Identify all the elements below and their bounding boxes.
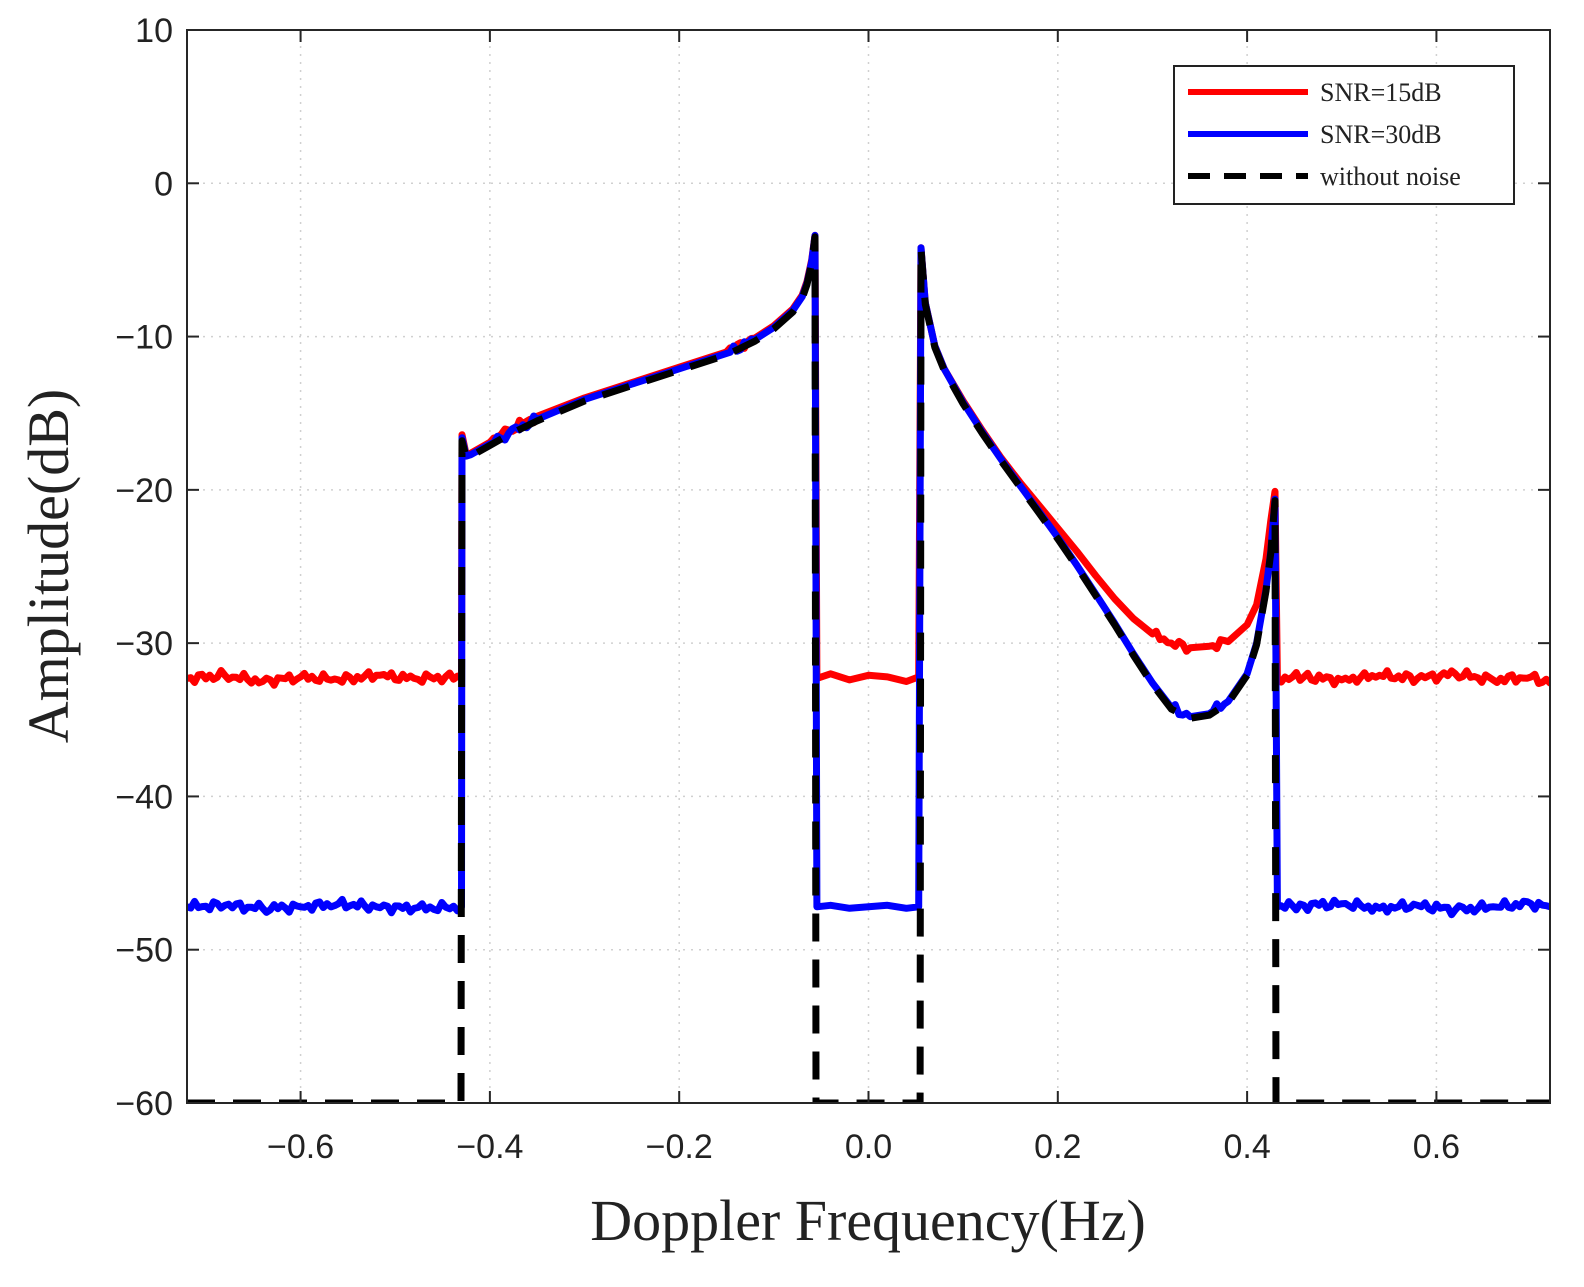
- legend-label-2: SNR=30dB: [1320, 120, 1442, 149]
- x-tick-label: 0.6: [1413, 1128, 1460, 1166]
- legend-label-1: SNR=15dB: [1320, 78, 1442, 107]
- x-tick-label: −0.2: [646, 1128, 713, 1166]
- legend-label-3: without noise: [1320, 162, 1461, 191]
- x-tick-label: 0.4: [1223, 1128, 1270, 1166]
- y-tick-label: −50: [115, 932, 173, 970]
- y-tick-label: 10: [135, 12, 173, 50]
- y-tick-label: −30: [115, 625, 173, 663]
- x-axis-title: Doppler Frequency(Hz): [590, 1188, 1146, 1253]
- y-tick-label: 0: [154, 165, 173, 203]
- x-tick-label: −0.6: [267, 1128, 334, 1166]
- series-line-1: [187, 231, 1550, 689]
- series-layer: [187, 231, 1550, 1103]
- x-tick-label: 0.2: [1034, 1128, 1081, 1166]
- y-tick-label: −10: [115, 319, 173, 357]
- legend: SNR=15dB SNR=30dB without noise: [1173, 65, 1515, 205]
- series-line-3: [187, 233, 1550, 1103]
- y-tick-label: −60: [115, 1085, 173, 1123]
- y-tick-label: −20: [115, 472, 173, 510]
- ticks: −0.6 −0.4 −0.2 0.0 0.2 0.4 0.6 10 0 −10 −20 −30 −40 −…: [115, 12, 1550, 1166]
- y-axis-title: Amplitude(dB): [16, 389, 81, 743]
- series-line-2: [187, 231, 1550, 919]
- x-tick-label: −0.4: [456, 1128, 523, 1166]
- y-tick-label: −40: [115, 778, 173, 816]
- x-tick-label: 0.0: [845, 1128, 892, 1166]
